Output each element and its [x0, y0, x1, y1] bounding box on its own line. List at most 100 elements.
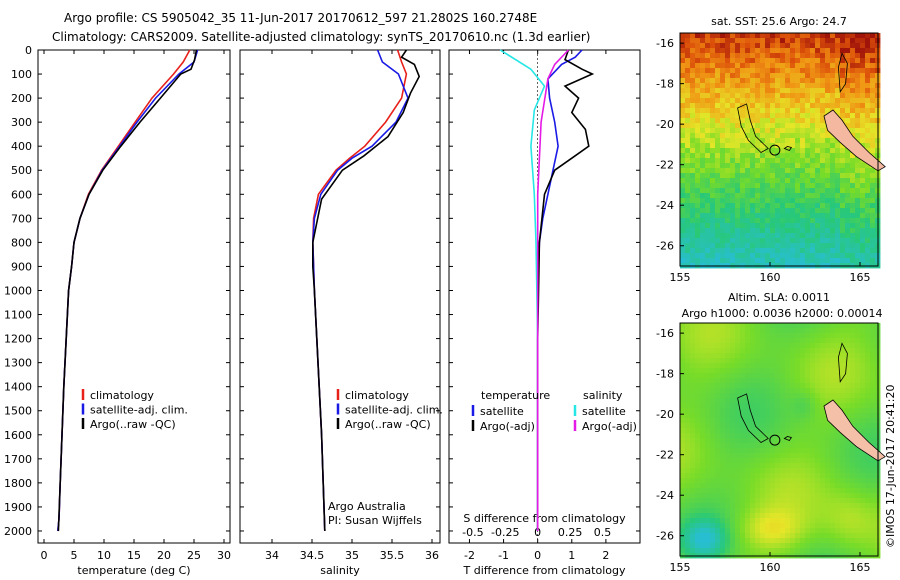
sst-map-cell — [750, 88, 756, 94]
sst-map-cell — [700, 203, 706, 209]
sst-map-cell — [715, 173, 721, 179]
sla-map-cell — [745, 373, 751, 379]
sst-map-cell — [795, 208, 801, 214]
sla-map-cell — [815, 408, 821, 414]
sla-map-cell — [725, 428, 731, 434]
sst-map-cell — [710, 68, 716, 74]
sla-map-cell — [805, 538, 811, 544]
sst-map-cell — [680, 178, 686, 184]
sla-map-cell — [745, 523, 751, 529]
sla-map-cell — [765, 388, 771, 394]
sla-map-cell — [855, 513, 861, 519]
sst-map-cell — [815, 103, 821, 109]
sst-map-cell — [785, 158, 791, 164]
sla-map-cell — [680, 358, 686, 364]
sst-map-cell — [765, 38, 771, 44]
sst-map-cell — [825, 93, 831, 99]
sst-map-cell — [720, 63, 726, 69]
sla-map-cell — [755, 378, 761, 384]
sst-map-cell — [835, 168, 841, 174]
sla-map-cell — [715, 353, 721, 359]
sla-map-cell — [785, 433, 791, 439]
sla-map-cell — [855, 343, 861, 349]
sst-map-cell — [685, 223, 691, 229]
sst-map-cell — [870, 108, 876, 114]
sla-map-cell — [730, 508, 736, 514]
sla-map-cell — [800, 488, 806, 494]
sst-map-cell — [860, 168, 866, 174]
sst-map-cell — [800, 113, 806, 119]
sla-map-cell — [705, 443, 711, 449]
sla-map-cell — [750, 388, 756, 394]
sst-map-cell — [835, 223, 841, 229]
sla-map-cell — [825, 498, 831, 504]
sst-map-cell — [745, 203, 751, 209]
sla-map-cell — [835, 443, 841, 449]
sla-map-cell — [775, 353, 781, 359]
sst-map-cell — [680, 163, 686, 169]
sst-map-cell — [820, 193, 826, 199]
sla-map-cell — [870, 373, 876, 379]
sst-map-cell — [810, 123, 816, 129]
sla-map-cell — [745, 393, 751, 399]
sla-map-cell — [840, 458, 846, 464]
sla-map-cell — [690, 468, 696, 474]
sla-map-cell — [805, 473, 811, 479]
sla-map-cell — [760, 333, 766, 339]
sla-map-cell — [795, 533, 801, 539]
sst-map-cell — [725, 168, 731, 174]
sla-map-cell — [740, 383, 746, 389]
sla-map-cell — [805, 383, 811, 389]
sla-map-cell — [805, 373, 811, 379]
sla-map-cell — [735, 538, 741, 544]
sst-map-cell — [730, 223, 736, 229]
sla-map-cell — [805, 493, 811, 499]
sla-map-cell — [755, 533, 761, 539]
sst-map-cell — [790, 203, 796, 209]
sst-map-cell — [725, 48, 731, 54]
sla-map-cell — [680, 548, 686, 554]
sla-map-cell — [760, 468, 766, 474]
sst-map-cell — [810, 128, 816, 134]
sla-map-cell — [760, 323, 766, 329]
sst-map-cell — [865, 83, 871, 89]
sla-map-cell — [740, 323, 746, 329]
sst-map-cell — [715, 158, 721, 164]
sla-map-cell — [815, 468, 821, 474]
sst-map-cell — [830, 138, 836, 144]
sla-map-cell — [805, 453, 811, 459]
sst-map-cell — [700, 233, 706, 239]
sla-map-cell — [785, 513, 791, 519]
sst-map-cell — [700, 253, 706, 259]
sla-map-cell — [755, 408, 761, 414]
sla-map-cell — [845, 398, 851, 404]
sst-map-cell — [755, 58, 761, 64]
sst-map-cell — [770, 38, 776, 44]
sla-map-cell — [685, 458, 691, 464]
sla-map-cell — [815, 373, 821, 379]
sst-map-cell — [825, 88, 831, 94]
sst-map-cell — [735, 63, 741, 69]
sst-map-cell — [690, 153, 696, 159]
sst-map-cell — [745, 68, 751, 74]
sst-map-cell — [855, 253, 861, 259]
sst-map-cell — [685, 178, 691, 184]
sla-map-cell — [735, 378, 741, 384]
sst-map-cell — [840, 148, 846, 154]
sst-map-cell — [690, 253, 696, 259]
sst-map-cell — [820, 203, 826, 209]
sst-map-cell — [830, 228, 836, 234]
sla-map-cell — [720, 383, 726, 389]
sst-map-cell — [850, 63, 856, 69]
sla-map-cell — [850, 363, 856, 369]
sst-map-cell — [730, 213, 736, 219]
sla-map-cell — [755, 538, 761, 544]
sst-map-cell — [680, 58, 686, 64]
sla-map-cell — [695, 373, 701, 379]
sst-map-cell — [830, 143, 836, 149]
sla-map-cell — [700, 338, 706, 344]
sla-map-cell — [755, 488, 761, 494]
sla-map-cell — [810, 518, 816, 524]
sla-map-cell — [775, 418, 781, 424]
sst-map-cell — [820, 83, 826, 89]
